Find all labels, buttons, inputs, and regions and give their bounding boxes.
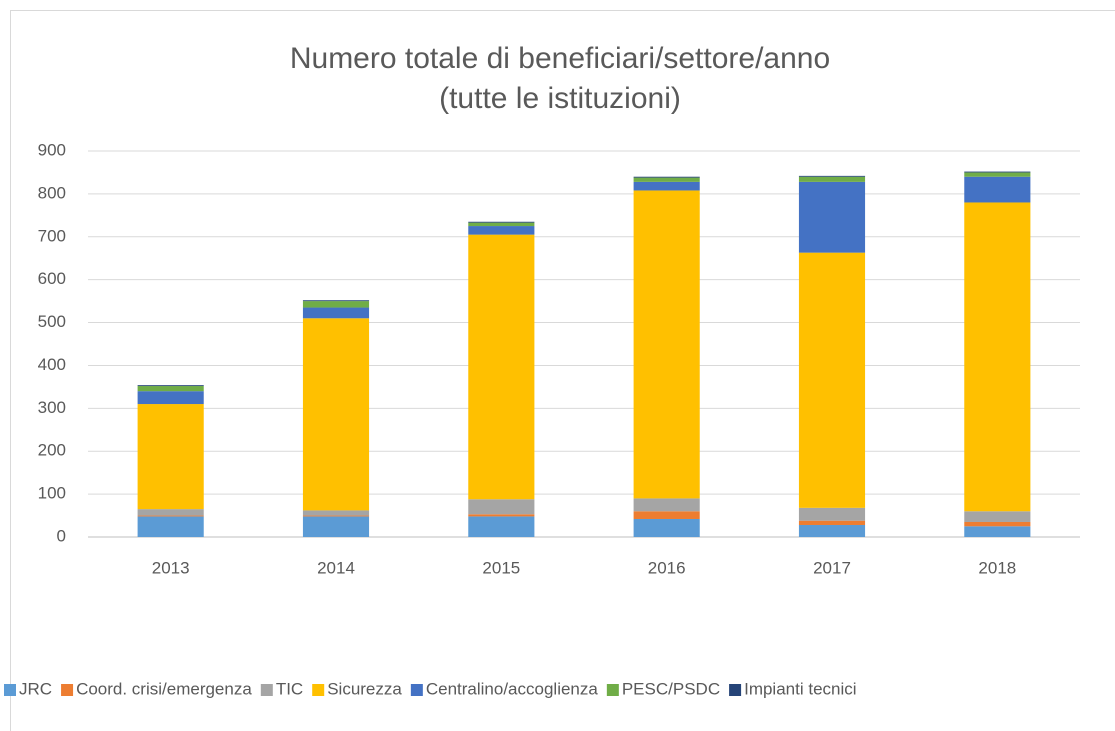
bar-segment	[137, 516, 204, 537]
legend-swatch	[4, 684, 16, 696]
y-tick-label: 100	[38, 484, 66, 503]
bar-segment	[468, 234, 535, 500]
bar-segment	[137, 391, 204, 405]
bar-segment	[798, 176, 866, 182]
x-tick-label: 2013	[152, 558, 190, 577]
y-tick-label: 900	[38, 140, 66, 159]
bar-segment	[633, 511, 700, 519]
bar-segment	[798, 252, 866, 508]
x-tick-label: 2014	[317, 558, 355, 577]
bar-segment	[468, 514, 535, 517]
bar-segment	[633, 498, 700, 512]
bar-segment	[302, 516, 370, 537]
bar-segment	[798, 520, 866, 525]
bar-segment	[633, 190, 700, 499]
y-tick-label: 600	[38, 269, 66, 288]
bar-segment	[798, 524, 866, 537]
bar-segment	[633, 181, 700, 191]
y-tick-label: 700	[38, 226, 66, 245]
x-tick-label: 2017	[813, 558, 851, 577]
bar-segment	[468, 499, 535, 515]
chart-frame	[10, 10, 1115, 731]
bar-segment	[137, 385, 204, 387]
bar-segment	[468, 516, 535, 537]
bar-segment	[137, 515, 204, 517]
y-tick-label: 300	[38, 398, 66, 417]
legend-swatch	[410, 684, 423, 696]
bar-segment	[633, 177, 700, 182]
bar-segment	[137, 386, 204, 392]
bar-segment	[302, 300, 370, 302]
chart-title: (tutte le istituzioni)	[439, 82, 681, 115]
legend-swatch	[260, 684, 273, 696]
bar-segment	[468, 221, 535, 223]
legend-swatch	[61, 684, 74, 696]
y-tick-label: 400	[38, 355, 66, 374]
bar-segment	[468, 222, 535, 227]
bar-segment	[302, 301, 370, 308]
legend-label: Sicurezza	[327, 679, 402, 698]
bar-segment	[964, 511, 1031, 522]
y-tick-label: 200	[38, 441, 66, 460]
x-tick-label: 2016	[648, 558, 686, 577]
legend-swatch	[729, 684, 742, 696]
bar-segment	[964, 176, 1031, 203]
legend-label: TIC	[276, 679, 303, 698]
bar-segment	[633, 518, 700, 537]
legend-label: JRC	[19, 679, 52, 698]
legend-label: Centralino/accoglienza	[426, 679, 599, 698]
x-tick-label: 2018	[978, 558, 1016, 577]
bar-segment	[302, 515, 370, 517]
bar-segment	[964, 172, 1031, 177]
bar-segment	[137, 404, 204, 510]
legend-label: PESC/PSDC	[622, 679, 720, 698]
bar-segment	[302, 307, 370, 319]
y-tick-label: 0	[57, 526, 66, 545]
bar-segment	[798, 181, 866, 253]
y-tick-label: 500	[38, 312, 66, 331]
bar-segment	[633, 176, 700, 178]
bar-segment	[964, 171, 1031, 173]
legend-swatch	[606, 684, 619, 696]
x-tick-label: 2015	[482, 558, 520, 577]
legend-label: Coord. crisi/emergenza	[76, 679, 252, 698]
legend-swatch	[312, 684, 325, 696]
bar-segment	[964, 521, 1031, 527]
bar-segment	[137, 509, 204, 516]
bar-segment	[468, 226, 535, 235]
bar-segment	[964, 526, 1031, 537]
bar-segment	[964, 202, 1031, 512]
bar-segment	[302, 510, 370, 516]
legend-label: Impianti tecnici	[744, 679, 856, 698]
bar-segment	[798, 507, 866, 521]
y-tick-label: 800	[38, 183, 66, 202]
chart-title: Numero totale di beneficiari/settore/ann…	[290, 42, 830, 75]
bar-segment	[798, 175, 866, 177]
bar-segment	[302, 318, 370, 511]
